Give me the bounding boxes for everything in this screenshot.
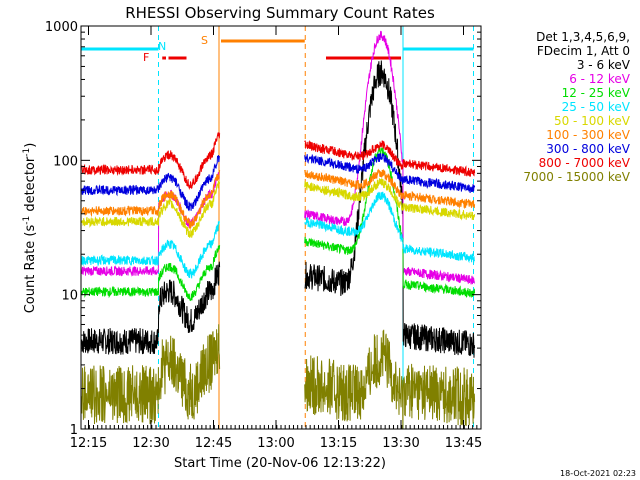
legend-item-7: 800 - 7000 keV xyxy=(539,156,631,170)
series-8-segment-1 xyxy=(81,324,221,425)
legend-item-1: 6 - 12 keV xyxy=(569,72,631,86)
series-4-segment-2 xyxy=(304,177,476,221)
y-tick-label-1: 10 xyxy=(61,289,78,304)
series-1-segment-2 xyxy=(304,30,476,285)
y-axis-label-mid: detector xyxy=(23,156,38,216)
annotation-s: S xyxy=(201,34,208,47)
series-5-segment-1 xyxy=(81,170,221,231)
series-2 xyxy=(81,146,476,302)
y-tick-label-3: 1000 xyxy=(45,20,78,35)
series-0-segment-2 xyxy=(304,60,476,358)
legend-header-1: Det 1,3,4,5,6,9, xyxy=(536,30,630,44)
series-3-segment-2 xyxy=(304,191,476,264)
series-8-segment-2 xyxy=(304,329,476,430)
y-axis-label-exp1: -1 xyxy=(22,216,32,225)
legend-header-2: FDecim 1, Att 0 xyxy=(537,44,630,58)
series-2-segment-2 xyxy=(304,146,476,298)
x-tick-label-0: 12:15 xyxy=(70,436,107,451)
series-layer xyxy=(81,30,476,430)
series-1 xyxy=(81,30,476,285)
series-8 xyxy=(81,324,476,430)
x-tick-label-5: 13:30 xyxy=(382,436,419,451)
series-6-segment-2 xyxy=(304,153,476,193)
x-tick-label-6: 13:45 xyxy=(445,436,482,451)
series-5 xyxy=(81,168,476,231)
legend-item-8: 7000 - 15000 keV xyxy=(523,170,630,184)
orbit-lines xyxy=(81,26,474,429)
series-7-segment-1 xyxy=(81,132,221,190)
y-axis-label-exp2: -1 xyxy=(22,148,32,157)
annotation-f: F xyxy=(143,51,149,64)
series-3 xyxy=(81,191,476,279)
x-tick-label-1: 12:30 xyxy=(132,436,169,451)
legend-item-0: 3 - 6 keV xyxy=(577,58,631,72)
series-0 xyxy=(81,60,476,358)
series-4 xyxy=(81,177,476,238)
series-1-segment-1 xyxy=(81,172,220,277)
x-axis-label: Start Time (20-Nov-06 12:13:22) xyxy=(174,456,386,471)
footer-date: 18-Oct-2021 02:23 xyxy=(560,469,636,478)
series-4-segment-1 xyxy=(81,180,221,238)
axis-ticks: 12:15 12:30 12:45 13:00 13:15 13:30 13:45 1 10 10… xyxy=(45,20,482,451)
legend: Det 1,3,4,5,6,9, FDecim 1, Att 0 3 - 6 k… xyxy=(523,30,630,184)
legend-item-3: 25 - 50 keV xyxy=(562,100,631,114)
x-tick-label-2: 12:45 xyxy=(195,436,232,451)
series-6-segment-1 xyxy=(81,155,221,212)
chart-title: RHESSI Observing Summary Count Rates xyxy=(125,4,435,22)
x-tick-label-4: 13:15 xyxy=(320,436,357,451)
legend-item-4: 50 - 100 keV xyxy=(554,114,631,128)
y-axis-label-close: ) xyxy=(23,143,38,148)
series-3-segment-1 xyxy=(81,220,220,279)
legend-item-5: 100 - 300 keV xyxy=(546,128,630,142)
series-6 xyxy=(81,153,476,212)
series-7-segment-2 xyxy=(304,139,476,177)
series-0-segment-1 xyxy=(81,261,221,355)
y-tick-label-0: 1 xyxy=(70,423,78,438)
annotation-n: N xyxy=(158,40,166,53)
y-axis-label-main: Count Rate (s xyxy=(23,225,38,314)
x-tick-label-3: 13:00 xyxy=(257,436,294,451)
series-2-segment-1 xyxy=(81,245,221,302)
legend-item-6: 300 - 800 keV xyxy=(546,142,630,156)
annotation-layer: NF S xyxy=(143,34,208,64)
series-5-segment-2 xyxy=(304,168,476,210)
legend-item-2: 12 - 25 keV xyxy=(562,86,631,100)
series-7 xyxy=(81,132,476,190)
y-tick-label-2: 100 xyxy=(53,154,78,169)
y-axis-label: Count Rate (s-1 detector-1) xyxy=(22,143,38,314)
